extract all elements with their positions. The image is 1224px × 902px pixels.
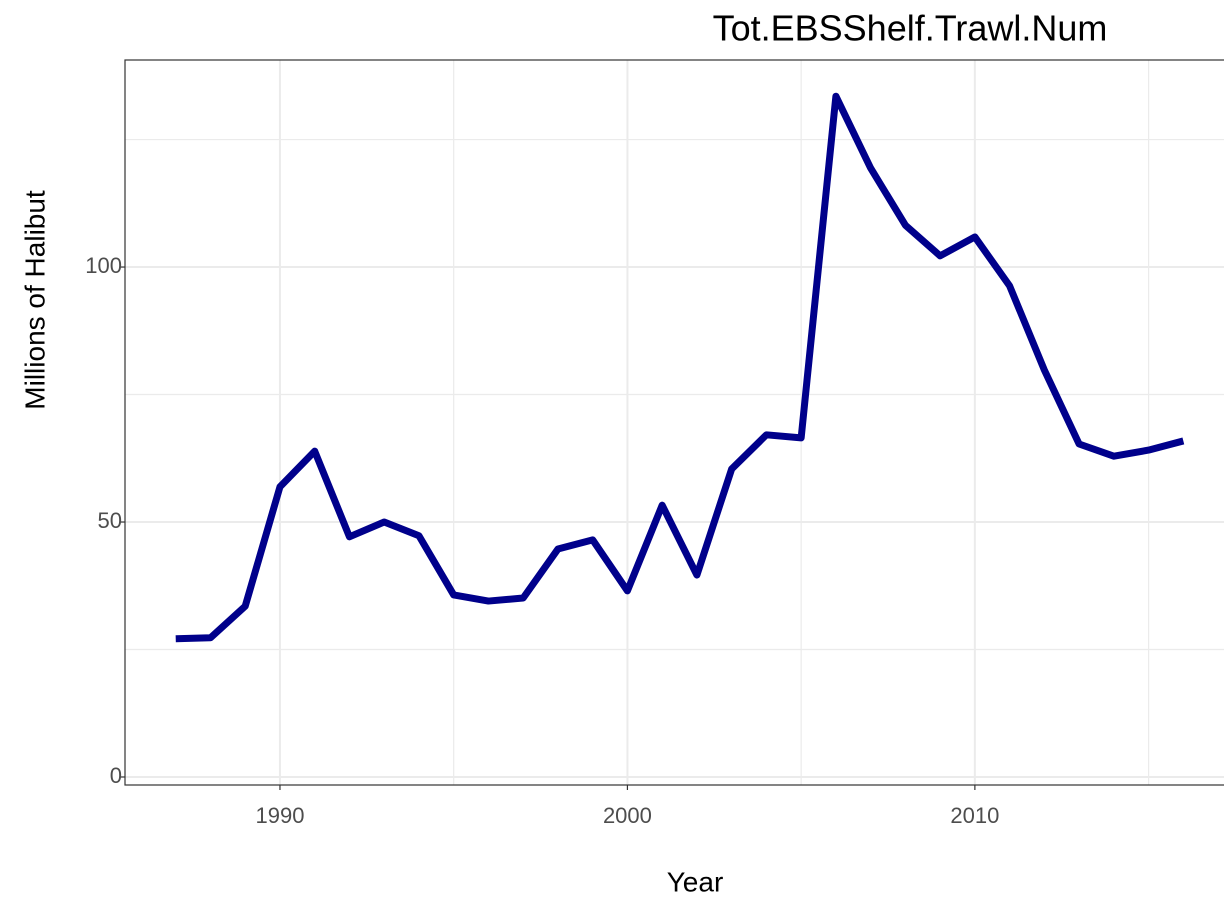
y-tick-label: 50 <box>98 508 122 533</box>
panel-border <box>124 59 1224 786</box>
x-axis-label: Year <box>667 866 724 897</box>
x-tick-label: 1990 <box>255 803 304 828</box>
y-tick-label: 0 <box>110 763 122 788</box>
chart-title: Tot.EBSShelf.Trawl.Num <box>713 8 1108 49</box>
y-axis-label: Millions of Halibut <box>19 190 50 410</box>
data-line <box>175 92 1185 643</box>
x-tick-label: 2010 <box>950 803 999 828</box>
x-tick-label: 2000 <box>603 803 652 828</box>
y-tick-label: 100 <box>85 253 122 278</box>
